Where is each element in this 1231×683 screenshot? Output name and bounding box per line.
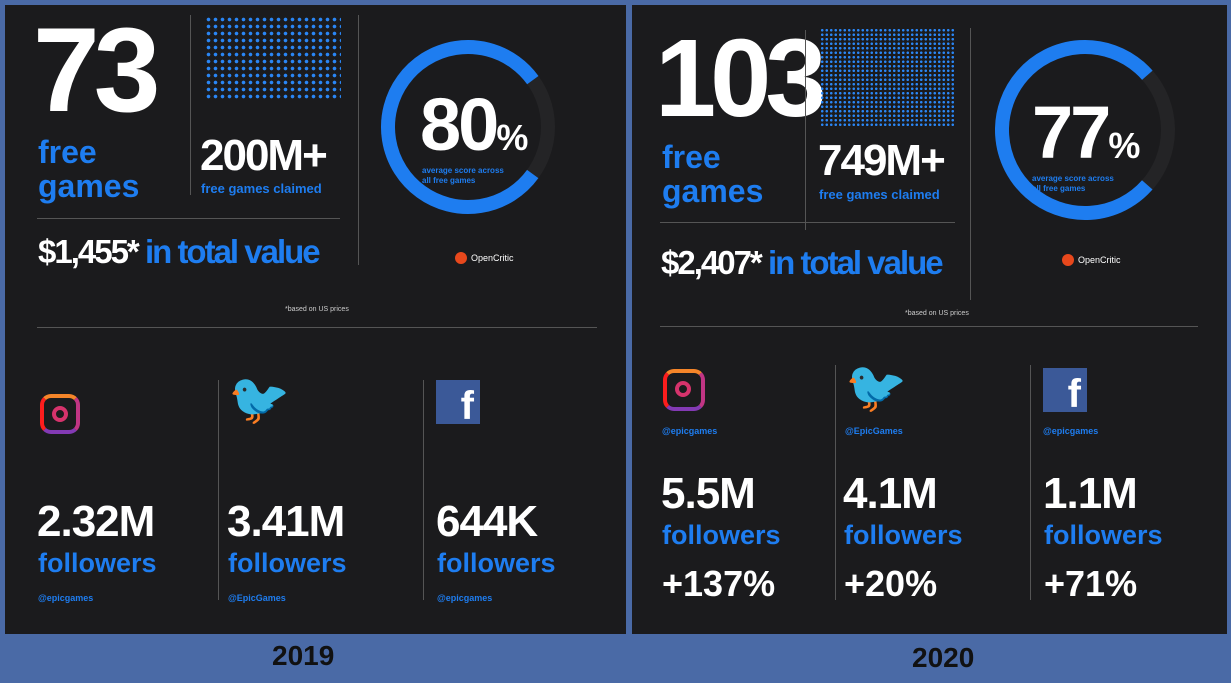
free-games-label: free	[38, 134, 97, 170]
opencritic-icon	[1062, 254, 1074, 266]
followers-label: followers	[437, 548, 556, 578]
free-games-count: 103	[655, 17, 827, 140]
total-value: $2,407* in total value	[661, 244, 944, 281]
claimed-value: 200M+	[200, 131, 328, 180]
opencritic-logo: OpenCritic	[455, 252, 514, 264]
claimed-value: 749M+	[818, 136, 946, 185]
followers-label: followers	[228, 548, 347, 578]
score-label: average score across all free games	[1032, 174, 1114, 193]
instagram-icon	[40, 394, 80, 434]
footnote: *based on US prices	[285, 306, 349, 313]
followers-count: 4.1M	[843, 469, 938, 518]
facebook-icon: f	[1043, 368, 1087, 412]
divider	[218, 380, 219, 600]
followers-count: 2.32M	[37, 497, 155, 546]
year-label: 2020	[912, 642, 975, 673]
twitter-icon: 🐦	[228, 371, 291, 427]
score-label: average score across all free games	[422, 166, 504, 185]
divider	[660, 326, 1198, 327]
growth-percent: +71%	[1044, 563, 1138, 604]
growth-percent: +137%	[662, 563, 776, 604]
score-ring	[995, 40, 1175, 220]
dot-grid	[820, 28, 955, 127]
handle: @epicgames	[662, 426, 718, 436]
free-games-count: 73	[33, 3, 161, 137]
divider	[423, 380, 424, 600]
handle: @epicgames	[38, 593, 94, 603]
opencritic-icon	[455, 252, 467, 264]
followers-label: followers	[662, 520, 781, 550]
divider	[190, 15, 191, 195]
claimed-label: free games claimed	[819, 187, 940, 202]
handle: @EpicGames	[845, 426, 903, 436]
twitter-icon: 🐦	[845, 359, 908, 415]
opencritic-logo: OpenCritic	[1062, 254, 1121, 266]
followers-count: 5.5M	[661, 469, 756, 518]
claimed-label: free games claimed	[201, 181, 322, 196]
followers-label: followers	[1044, 520, 1163, 550]
growth-percent: +20%	[844, 563, 938, 604]
year-label: 2019	[272, 640, 335, 671]
score-ring	[381, 39, 555, 214]
divider	[835, 365, 836, 600]
followers-count: 1.1M	[1043, 469, 1138, 518]
score-ring-fill	[381, 39, 555, 214]
free-games-label: free	[662, 139, 721, 175]
facebook-icon: f	[436, 380, 480, 424]
free-games-label: games	[38, 168, 140, 204]
total-value: $1,455* in total value	[38, 233, 321, 270]
footnote: *based on US prices	[905, 310, 969, 317]
divider	[660, 222, 955, 223]
score-value: 77%	[1032, 91, 1141, 174]
divider	[1030, 365, 1031, 600]
followers-count: 644K	[436, 497, 538, 546]
divider	[805, 30, 806, 230]
followers-count: 3.41M	[227, 497, 345, 546]
handle: @EpicGames	[228, 593, 286, 603]
score-value: 80%	[420, 83, 529, 166]
instagram-icon	[663, 369, 705, 411]
divider	[37, 218, 340, 219]
followers-label: followers	[38, 548, 157, 578]
divider	[970, 28, 971, 300]
free-games-label: games	[662, 173, 764, 209]
handle: @epicgames	[1043, 426, 1099, 436]
panel-2019	[5, 5, 626, 634]
divider	[37, 327, 597, 328]
dot-grid	[205, 16, 341, 100]
handle: @epicgames	[437, 593, 493, 603]
followers-label: followers	[844, 520, 963, 550]
divider	[358, 15, 359, 265]
